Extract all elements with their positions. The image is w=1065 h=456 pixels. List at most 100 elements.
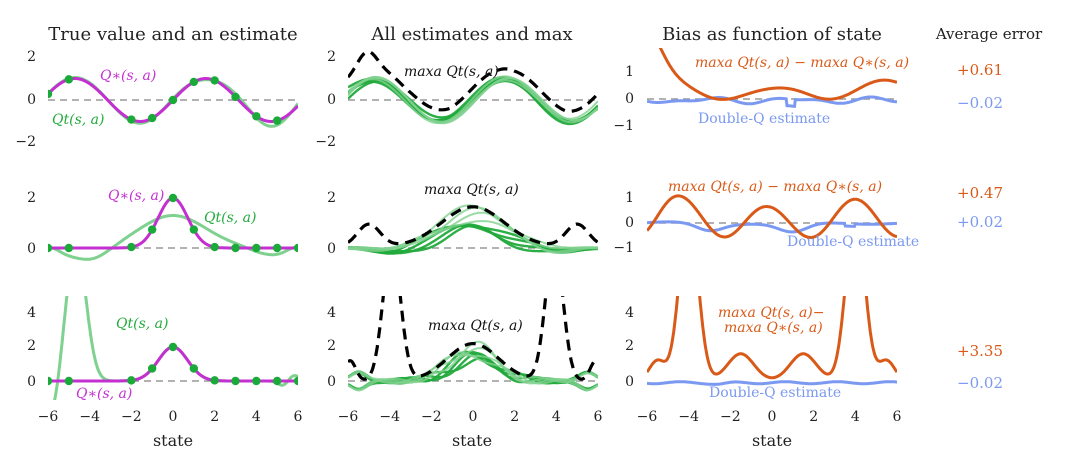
true-value-label: Q∗(s, a) <box>108 188 164 204</box>
sample-point <box>189 77 199 87</box>
estimate-curves <box>348 204 598 255</box>
sample-point <box>48 243 53 253</box>
x-tick: 2 <box>210 409 219 425</box>
y-tick: 2 <box>327 49 336 65</box>
x-tick: 2 <box>809 409 818 425</box>
y-tick: 4 <box>327 305 336 321</box>
x-tick: −2 <box>720 409 741 425</box>
max-label: maxa Qt(s, a) <box>428 318 523 334</box>
panel-r2c2: 2 0 maxa Qt(s, a) <box>327 182 598 257</box>
sample-point <box>189 225 199 234</box>
sample-point <box>64 376 74 386</box>
true-value-curve <box>48 345 298 383</box>
y-tick: 0 <box>625 215 634 231</box>
single-q-bias-label-line2: maxa Q∗(s, a) <box>724 320 823 336</box>
avg-error-double: +0.02 <box>957 213 1003 231</box>
estimate-label: Qt(s, a) <box>204 210 256 226</box>
sample-point <box>127 242 136 252</box>
x-tick: 0 <box>469 409 478 425</box>
x-tick: −6 <box>338 409 359 425</box>
panel-r1c3: 1 0 −1 maxa Qt(s, a) − maxa Q∗(s, a) Dou… <box>613 48 1003 134</box>
sample-point <box>293 243 298 253</box>
single-q-bias-curve <box>658 48 897 101</box>
single-q-bias-label-line1: maxa Qt(s, a)− <box>718 305 825 321</box>
sample-point <box>147 225 157 234</box>
single-q-bias-label: maxa Qt(s, a) − maxa Q∗(s, a) <box>695 55 909 71</box>
estimate-curve <box>348 76 598 125</box>
x-tick: −2 <box>421 409 442 425</box>
sample-point <box>210 242 219 252</box>
double-q-label: Double-Q estimate <box>787 234 919 250</box>
single-q-bias-label: maxa Qt(s, a) − maxa Q∗(s, a) <box>668 179 882 195</box>
x-tick: 0 <box>169 409 178 425</box>
y-tick: 2 <box>625 338 634 354</box>
estimate-curve <box>348 75 598 125</box>
x-axis-label-2: state <box>452 431 492 450</box>
double-q-curve <box>647 220 897 234</box>
x-axis-label-3: state <box>752 431 792 450</box>
x-tick: −4 <box>678 409 699 425</box>
y-tick: 2 <box>27 338 36 354</box>
y-tick: 0 <box>27 92 36 108</box>
double-q-label: Double-Q estimate <box>698 111 830 127</box>
single-q-bias-curve <box>647 194 897 239</box>
y-tick: 2 <box>27 49 36 65</box>
sample-point <box>272 243 282 253</box>
estimate-label: Qt(s, a) <box>116 316 168 332</box>
estimate-curve <box>53 296 298 400</box>
sample-point <box>252 376 261 386</box>
column-title-1: True value and an estimate <box>48 24 297 45</box>
avg-error-double: −0.02 <box>957 374 1003 392</box>
sample-point <box>210 376 219 385</box>
estimate-curves <box>348 340 598 392</box>
panel-r1c1: 2 0 −2 Q∗(s, a) Qt(s, a) <box>15 49 298 150</box>
true-value-label: Q∗(s, a) <box>76 386 132 402</box>
panel-r3c3: 4 2 0 maxa Qt(s, a)− maxa Q∗(s, a) Doubl… <box>625 296 1003 401</box>
sample-points <box>48 75 282 125</box>
sample-point <box>210 76 219 85</box>
true-value-curve <box>48 196 298 250</box>
y-tick: 0 <box>27 241 36 257</box>
y-tick: 2 <box>27 190 36 206</box>
y-tick: 2 <box>327 338 336 354</box>
x-tick: −4 <box>379 409 400 425</box>
sample-point <box>252 112 261 121</box>
estimate-curve <box>348 347 598 392</box>
sample-point <box>272 376 282 386</box>
sample-point <box>231 243 240 253</box>
sample-point <box>48 89 53 99</box>
sample-point <box>168 95 178 105</box>
x-tick: 6 <box>594 409 603 425</box>
estimate-label: Qt(s, a) <box>52 112 104 128</box>
x-tick: 2 <box>510 409 519 425</box>
x-tick: 4 <box>552 409 561 425</box>
y-tick: 0 <box>625 374 634 390</box>
sample-point <box>147 113 157 123</box>
column-title-2: All estimates and max <box>370 24 572 45</box>
panel-r2c3: 1 0 −1 maxa Qt(s, a) − maxa Q∗(s, a) Dou… <box>613 179 1003 256</box>
y-tick: 0 <box>27 374 36 390</box>
x-tick: 0 <box>768 409 777 425</box>
max-estimate-curve <box>348 205 598 246</box>
double-q-label: Double-Q estimate <box>709 385 841 401</box>
single-q-bias-curve <box>647 296 897 380</box>
x-axis-label-1: state <box>153 431 193 450</box>
sample-point <box>48 376 53 386</box>
sample-point <box>272 116 282 125</box>
y-tick: 1 <box>625 190 634 206</box>
sample-point <box>127 376 136 385</box>
avg-error-double: −0.02 <box>957 94 1003 112</box>
sample-points <box>48 342 298 386</box>
panel-r3c2: 4 2 0 maxa Qt(s, a) <box>327 296 598 392</box>
estimate-curve <box>348 211 598 253</box>
x-tick: −6 <box>38 409 59 425</box>
y-tick: 0 <box>327 92 336 108</box>
estimate-curve <box>48 214 298 261</box>
sample-point <box>293 376 298 386</box>
max-estimate-curve <box>348 50 598 113</box>
max-label: maxa Qt(s, a) <box>424 182 519 198</box>
sample-points <box>48 193 298 253</box>
x-tick: 6 <box>893 409 902 425</box>
double-q-curve <box>647 95 897 108</box>
